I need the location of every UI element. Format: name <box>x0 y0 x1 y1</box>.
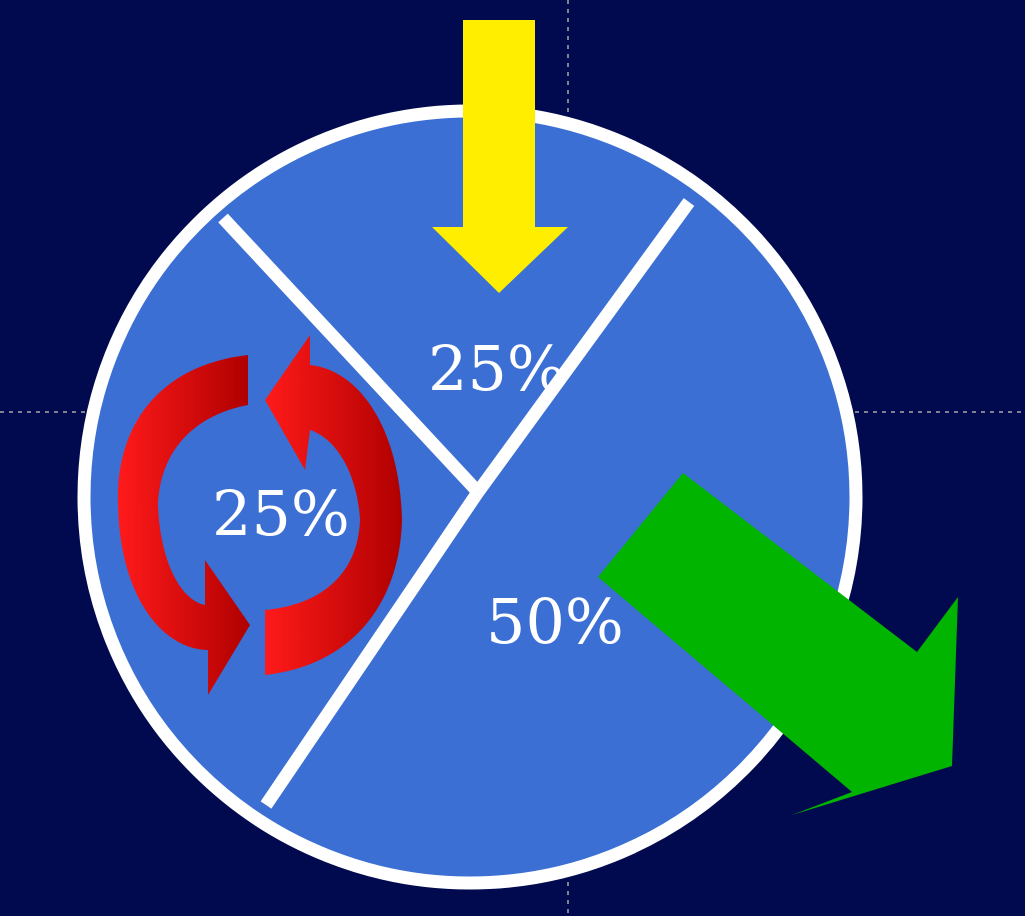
segment-label-right: 50% <box>486 585 624 658</box>
cycle-arrows-icon <box>117 335 402 695</box>
divider-lower-left <box>260 488 484 809</box>
divider-upper-left <box>218 213 483 497</box>
divider-right <box>472 198 695 496</box>
outflow-arrow-icon <box>598 473 958 815</box>
down-arrow-icon <box>432 20 568 293</box>
segment-label-top: 25% <box>428 332 566 405</box>
segment-label-left: 25% <box>212 477 350 550</box>
